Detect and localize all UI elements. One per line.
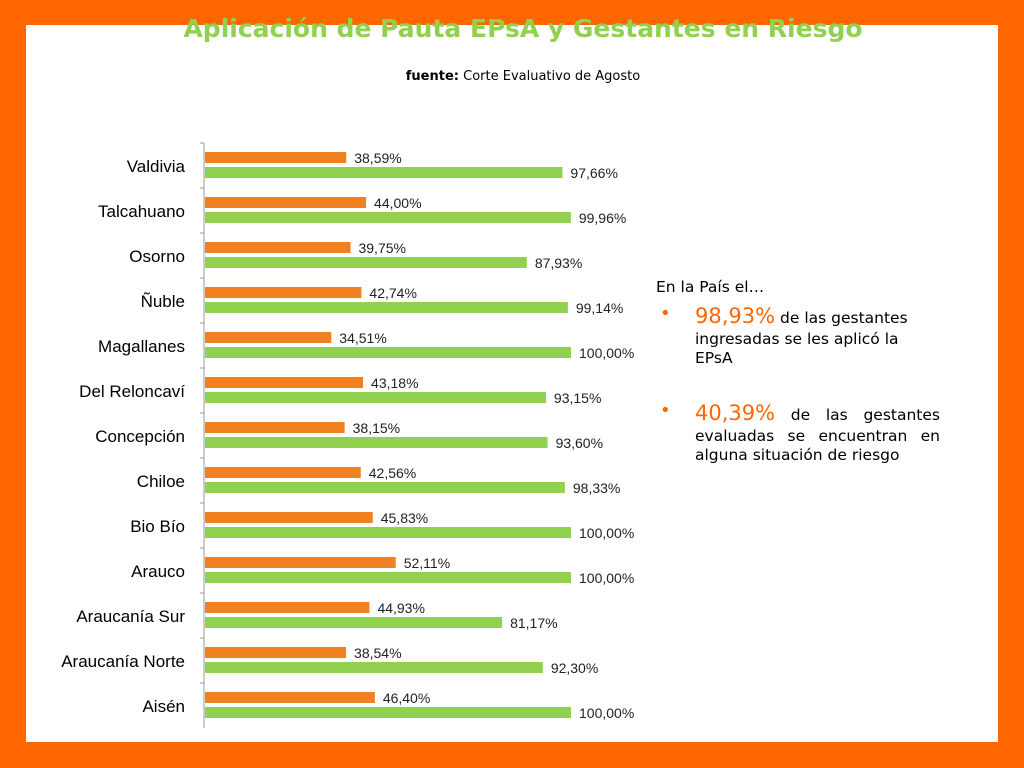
source-line: fuente: Corte Evaluativo de Agosto	[0, 69, 1024, 84]
bar-orange	[205, 467, 361, 478]
bullet-icon: •	[660, 303, 671, 325]
data-label: 39,75%	[358, 240, 405, 256]
data-label: 99,14%	[576, 300, 623, 316]
summary-item-epsa: • 98,93% de las gestantes ingresadas se …	[656, 303, 940, 368]
bar-green	[205, 212, 571, 223]
summary-value-epsa: 98,93%	[695, 304, 776, 329]
data-label: 44,00%	[374, 195, 421, 211]
bar-orange	[205, 242, 351, 253]
data-label: 97,66%	[570, 165, 617, 181]
summary-intro: En la País el…	[656, 278, 765, 296]
data-label: 92,30%	[551, 660, 598, 676]
page-title: Aplicación de Pauta EPsA y Gestantes en …	[183, 14, 863, 43]
data-label: 99,96%	[579, 210, 626, 226]
data-label: 93,60%	[556, 435, 603, 451]
bar-green	[205, 572, 571, 583]
bar-orange	[205, 197, 367, 208]
data-label: 98,33%	[573, 480, 620, 496]
data-label: 100,00%	[579, 345, 634, 361]
summary-panel: En la País el… • 98,93% de las gestantes…	[656, 278, 940, 465]
data-label: 93,15%	[554, 390, 601, 406]
data-label: 100,00%	[579, 705, 634, 721]
bar-green	[205, 347, 571, 358]
bar-green	[205, 527, 571, 538]
bar-orange	[205, 152, 347, 163]
data-label: 46,40%	[383, 690, 430, 706]
bar-green	[205, 302, 568, 313]
data-label: 100,00%	[579, 570, 634, 586]
bar-green	[205, 257, 527, 268]
data-label: 45,83%	[381, 510, 428, 526]
bar-orange	[205, 557, 396, 568]
category-label: Magallanes	[98, 337, 185, 356]
category-label: Valdivia	[127, 157, 186, 176]
data-label: 42,56%	[369, 465, 416, 481]
summary-text-epsa: de las gestantes ingresadas se les aplic…	[695, 309, 908, 367]
data-label: 44,93%	[377, 600, 424, 616]
source-label: fuente:	[405, 69, 459, 84]
summary-item-riesgo: • 40,39% de las gestantes evaluadas se e…	[656, 400, 940, 465]
data-label: 34,51%	[339, 330, 386, 346]
data-label: 52,11%	[404, 555, 450, 571]
category-label: Del Reloncaví	[79, 382, 185, 401]
category-label: Araucanía Sur	[76, 607, 185, 626]
source-text: Corte Evaluativo de Agosto	[463, 69, 641, 84]
data-label: 81,17%	[510, 615, 557, 631]
bar-orange	[205, 377, 364, 388]
bar-green	[205, 707, 571, 718]
category-label: Talcahuano	[98, 202, 185, 221]
category-label: Chiloe	[137, 472, 185, 491]
summary-value-riesgo: 40,39%	[695, 401, 776, 426]
bar-green	[205, 617, 503, 628]
data-label: 42,74%	[369, 285, 416, 301]
bar-green	[205, 437, 548, 448]
bar-orange	[205, 422, 345, 433]
data-label: 38,15%	[353, 420, 400, 436]
bar-orange	[205, 287, 362, 298]
bar-orange	[205, 332, 332, 343]
category-label: Araucanía Norte	[61, 652, 185, 671]
category-label: Concepción	[95, 427, 185, 446]
summary-list: • 98,93% de las gestantes ingresadas se …	[656, 303, 940, 465]
bar-orange	[205, 602, 370, 613]
data-label: 38,54%	[354, 645, 401, 661]
category-label: Bio Bío	[130, 517, 185, 536]
bar-green	[205, 167, 563, 178]
bar-orange	[205, 647, 347, 658]
data-label: 87,93%	[535, 255, 582, 271]
category-label: Arauco	[131, 562, 185, 581]
bar-green	[205, 482, 565, 493]
data-label: 38,59%	[354, 150, 401, 166]
category-label: Aisén	[142, 697, 185, 716]
bullet-icon: •	[660, 400, 671, 422]
category-label: Ñuble	[141, 292, 185, 311]
bar-green	[205, 392, 546, 403]
data-label: 100,00%	[579, 525, 634, 541]
bar-orange	[205, 692, 375, 703]
slide	[26, 25, 998, 742]
bar-orange	[205, 512, 373, 523]
bar-green	[205, 662, 543, 673]
category-label: Osorno	[129, 247, 185, 266]
data-label: 43,18%	[371, 375, 418, 391]
summary-text-riesgo: de las gestantes evaluadas se encuentran…	[695, 406, 940, 464]
